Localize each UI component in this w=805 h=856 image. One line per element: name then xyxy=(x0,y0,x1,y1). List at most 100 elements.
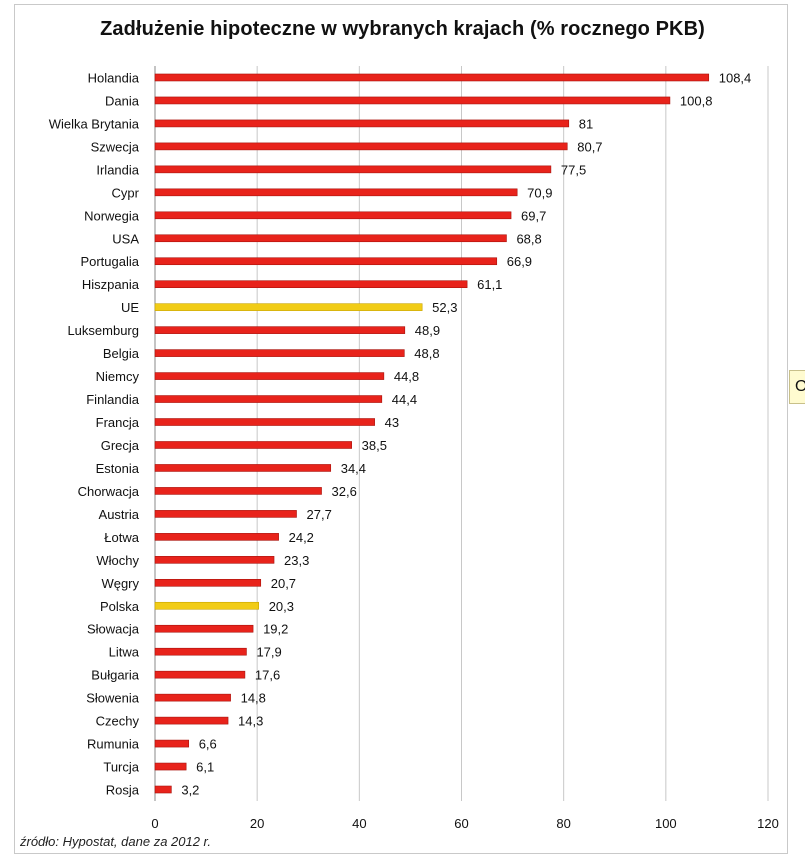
bar xyxy=(154,303,423,311)
value-label: 38,5 xyxy=(362,438,387,453)
bar xyxy=(154,785,172,794)
bar xyxy=(154,647,247,656)
value-label: 44,8 xyxy=(394,369,419,384)
bar xyxy=(154,96,671,105)
value-label: 24,2 xyxy=(289,530,314,545)
bar xyxy=(154,211,512,220)
category-label: Bułgaria xyxy=(91,668,139,683)
category-label: Chorwacja xyxy=(78,484,140,499)
value-label: 17,6 xyxy=(255,668,280,683)
category-label: Luksemburg xyxy=(67,323,139,338)
category-label: UE xyxy=(121,300,139,315)
bar xyxy=(154,510,297,518)
value-label: 48,8 xyxy=(414,346,439,361)
chart-title: Zadłużenie hipoteczne w wybranych krajac… xyxy=(100,18,705,40)
category-label: Cypr xyxy=(112,185,140,200)
bar xyxy=(154,578,262,587)
category-label: Portugalia xyxy=(80,254,139,269)
category-label: Norwegia xyxy=(84,208,140,223)
category-label: Francja xyxy=(96,415,140,430)
value-label: 44,4 xyxy=(392,392,417,407)
bar xyxy=(154,441,352,449)
bar xyxy=(154,418,375,426)
bar xyxy=(154,280,468,289)
value-label: 23,3 xyxy=(284,553,309,568)
bar xyxy=(154,73,710,82)
value-label: 66,9 xyxy=(507,254,532,269)
category-label: Rosja xyxy=(106,783,140,798)
value-label: 32,6 xyxy=(332,484,357,499)
category-label: Hiszpania xyxy=(82,277,140,292)
x-tick-label: 80 xyxy=(556,816,570,831)
category-label: Łotwa xyxy=(104,530,139,545)
bar xyxy=(154,487,322,495)
bar xyxy=(154,395,383,403)
bar xyxy=(154,372,385,380)
value-label: 100,8 xyxy=(680,93,713,108)
category-label: Wielka Brytania xyxy=(49,116,140,131)
value-label: 48,9 xyxy=(415,323,440,338)
value-label: 3,2 xyxy=(181,783,199,798)
bar xyxy=(154,119,570,128)
x-tick-label: 100 xyxy=(655,816,677,831)
category-label: Irlandia xyxy=(96,162,139,177)
value-label: 77,5 xyxy=(561,162,586,177)
x-tick-label: 40 xyxy=(352,816,366,831)
bar xyxy=(154,464,332,472)
value-label: 68,8 xyxy=(516,231,541,246)
bar xyxy=(154,234,507,243)
x-tick-label: 120 xyxy=(757,816,779,831)
value-label: 108,4 xyxy=(719,70,752,85)
category-label: Czechy xyxy=(96,714,140,729)
bar xyxy=(154,762,187,771)
tooltip: O xyxy=(789,370,805,404)
value-label: 20,3 xyxy=(269,599,294,614)
bar xyxy=(154,716,229,725)
category-label: Rumunia xyxy=(87,737,140,752)
x-tick-label: 60 xyxy=(454,816,468,831)
category-label: Szwecja xyxy=(91,139,140,154)
bar xyxy=(154,257,498,266)
bar xyxy=(154,693,231,702)
value-label: 17,9 xyxy=(256,645,281,660)
category-label: Litwa xyxy=(109,645,140,660)
category-label: Słowacja xyxy=(87,622,140,637)
value-label: 61,1 xyxy=(477,277,502,292)
value-label: 43 xyxy=(385,415,399,430)
value-label: 34,4 xyxy=(341,461,366,476)
category-label: Dania xyxy=(105,93,140,108)
value-label: 81 xyxy=(579,116,593,131)
bar xyxy=(154,624,254,633)
bar xyxy=(154,142,568,151)
x-tick-label: 20 xyxy=(250,816,264,831)
category-label: Austria xyxy=(99,507,140,522)
value-label: 14,8 xyxy=(241,691,266,706)
value-label: 6,1 xyxy=(196,760,214,775)
value-label: 69,7 xyxy=(521,208,546,223)
value-label: 19,2 xyxy=(263,622,288,637)
category-label: Grecja xyxy=(101,438,140,453)
bar xyxy=(154,556,275,564)
value-label: 70,9 xyxy=(527,185,552,200)
category-label: Polska xyxy=(100,599,140,614)
category-label: Niemcy xyxy=(96,369,140,384)
category-label: Estonia xyxy=(96,461,140,476)
category-label: Włochy xyxy=(96,553,139,568)
category-label: Turcja xyxy=(103,760,139,775)
source-note: źródło: Hypostat, dane za 2012 r. xyxy=(20,834,212,849)
bar xyxy=(154,165,552,174)
bar xyxy=(154,326,406,334)
bar xyxy=(154,739,190,748)
bar xyxy=(154,601,259,610)
value-label: 27,7 xyxy=(307,507,332,522)
category-label: Słowenia xyxy=(86,691,140,706)
category-label: Finlandia xyxy=(86,392,140,407)
category-label: USA xyxy=(112,231,139,246)
value-label: 80,7 xyxy=(577,139,602,154)
bar xyxy=(154,533,279,541)
category-label: Węgry xyxy=(101,576,139,591)
x-tick-label: 0 xyxy=(151,816,158,831)
value-label: 52,3 xyxy=(432,300,457,315)
category-label: Holandia xyxy=(88,70,140,85)
